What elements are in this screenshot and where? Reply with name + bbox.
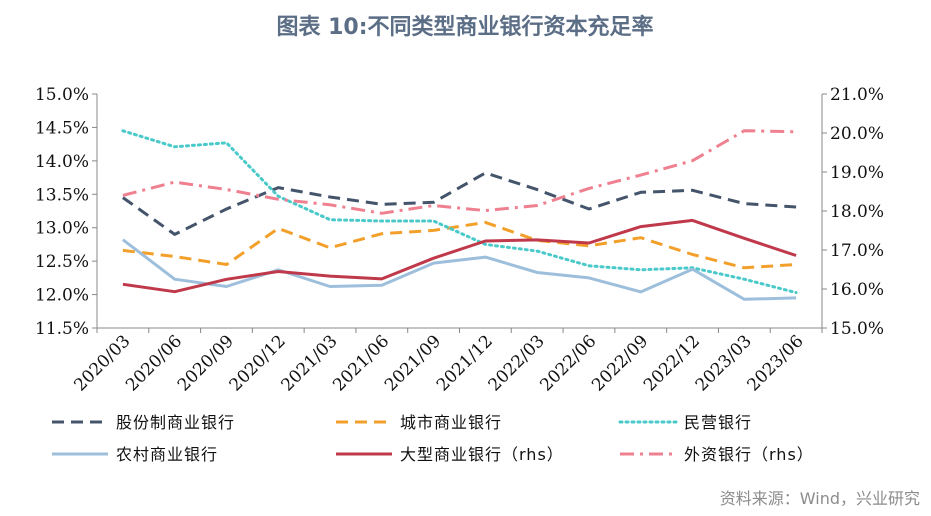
x-tick-label: 2022/12 [640, 331, 704, 395]
y-left-tick-label: 14.5% [35, 118, 89, 138]
series-line [122, 171, 797, 236]
x-tick-label: 2022/03 [485, 331, 549, 395]
legend-label: 民营银行 [684, 413, 752, 432]
series-line [122, 129, 797, 215]
plot-area: 11.5% 12.0% 12.5% 13.0% 13.5% 14.0% 14.5% 15.0%… [35, 85, 884, 395]
x-tick-label: 2021/09 [381, 331, 445, 395]
y-left-tick-label: 13.0% [35, 219, 89, 239]
x-tick-label: 2022/09 [588, 331, 652, 395]
y-right-tick-label: 21.0% [830, 85, 884, 105]
legend-item: 农村商业银行 [52, 445, 218, 464]
y-left-tick-label: 12.5% [35, 252, 89, 272]
legend-item: 城市商业银行 [336, 413, 502, 432]
legend-item: 大型商业银行（rhs） [336, 445, 564, 464]
x-tick-label: 2020/03 [70, 331, 134, 395]
legend-label: 城市商业银行 [400, 413, 502, 432]
y-left-tick-label: 15.0% [35, 85, 89, 105]
y-right-tick-label: 20.0% [830, 124, 884, 144]
series-line [122, 218, 797, 294]
legend-item: 股份制商业银行 [52, 413, 235, 432]
series-line [121, 129, 798, 295]
x-tick-label: 2022/06 [536, 331, 600, 395]
y-right-tick-label: 16.0% [830, 280, 884, 300]
source-note: 资料来源：Wind，兴业研究 [720, 489, 920, 508]
series-line [122, 220, 797, 270]
x-tick-label: 2021/03 [277, 331, 341, 395]
legend-item: 民营银行 [618, 413, 752, 432]
x-tick-label: 2021/12 [433, 331, 497, 395]
legend-label: 股份制商业银行 [116, 413, 235, 432]
series-line [121, 238, 797, 301]
y-right-tick-label: 15.0% [830, 319, 884, 339]
x-tick-label: 2020/06 [122, 331, 186, 395]
y-left-tick-label: 13.5% [35, 185, 89, 205]
y-left-tick-label: 14.0% [35, 152, 89, 172]
legend-label: 农村商业银行 [116, 445, 218, 464]
y-left-tick-label: 12.0% [35, 286, 89, 306]
y-right-tick-label: 19.0% [830, 163, 884, 183]
legend-label: 大型商业银行（rhs） [400, 445, 564, 464]
x-tick-label: 2020/12 [226, 331, 290, 395]
x-tick-label: 2023/06 [744, 331, 808, 395]
legend-item: 外资银行（rhs） [620, 445, 814, 464]
chart-title: 图表 10:不同类型商业银行资本充足率 [276, 14, 653, 40]
x-tick-label: 2020/09 [174, 331, 238, 395]
x-tick-label: 2023/03 [692, 331, 756, 395]
legend-label: 外资银行（rhs） [684, 445, 814, 464]
x-tick-label: 2021/06 [329, 331, 393, 395]
y-right-tick-label: 18.0% [830, 202, 884, 222]
y-right-tick-label: 17.0% [830, 241, 884, 261]
y-left-tick-label: 11.5% [35, 319, 89, 339]
